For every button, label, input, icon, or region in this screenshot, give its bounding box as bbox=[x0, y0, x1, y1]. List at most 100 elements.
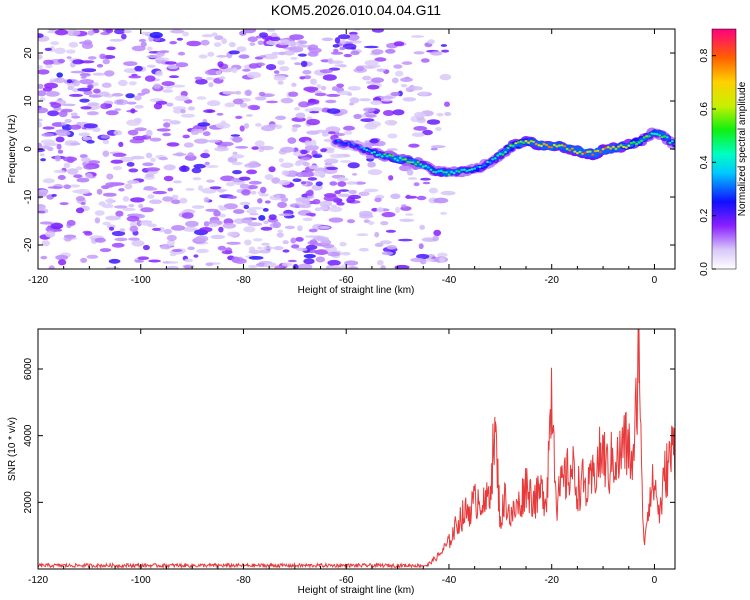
noise-blob bbox=[86, 254, 99, 259]
noise-blob bbox=[264, 200, 271, 204]
noise-blob bbox=[132, 135, 147, 141]
noise-blob bbox=[134, 65, 143, 72]
ridge-segment bbox=[594, 150, 597, 153]
noise-blob bbox=[367, 169, 383, 176]
noise-blob bbox=[236, 46, 247, 52]
noise-blob bbox=[186, 40, 202, 47]
noise-blob bbox=[124, 183, 133, 190]
noise-blob bbox=[304, 140, 312, 147]
noise-blob bbox=[245, 89, 252, 97]
noise-blob bbox=[230, 134, 241, 137]
noise-blob bbox=[170, 29, 185, 34]
noise-blob bbox=[130, 197, 145, 203]
noise-blob bbox=[187, 152, 194, 158]
noise-blob bbox=[73, 174, 83, 179]
noise-blob bbox=[55, 130, 71, 137]
noise-blob bbox=[271, 51, 280, 56]
ridge-segment bbox=[671, 140, 674, 143]
noise-blob bbox=[290, 237, 297, 244]
noise-blob bbox=[219, 141, 234, 147]
colorbar-gradient bbox=[711, 28, 737, 270]
ridge-segment bbox=[568, 149, 572, 152]
ridge-segment bbox=[429, 168, 433, 171]
noise-blob bbox=[257, 40, 264, 46]
noise-blob bbox=[68, 41, 79, 48]
noise-blob bbox=[167, 187, 174, 192]
ridge-segment bbox=[473, 167, 477, 170]
noise-blob bbox=[166, 142, 180, 147]
noise-blob bbox=[385, 229, 396, 233]
noise-blob bbox=[148, 259, 162, 263]
noise-blob bbox=[49, 46, 55, 53]
noise-blob bbox=[248, 249, 261, 254]
noise-blob bbox=[202, 131, 211, 137]
ridge-segment bbox=[563, 145, 566, 148]
noise-blob bbox=[146, 129, 153, 137]
noise-blob bbox=[128, 168, 139, 173]
noise-blob bbox=[313, 170, 326, 177]
noise-blob bbox=[418, 243, 424, 250]
ridge-segment bbox=[365, 148, 369, 152]
noise-blob bbox=[281, 170, 290, 176]
noise-blob bbox=[50, 222, 64, 230]
noise-blob bbox=[347, 162, 360, 169]
noise-blob bbox=[408, 86, 423, 91]
x-tick-label: -60 bbox=[339, 575, 354, 586]
noise-blob bbox=[391, 77, 399, 84]
noise-blob bbox=[203, 149, 209, 154]
noise-blob bbox=[105, 266, 121, 269]
noise-blob bbox=[100, 135, 110, 139]
ridge-segment bbox=[380, 155, 384, 158]
noise-blob bbox=[115, 210, 124, 217]
noise-blob bbox=[339, 241, 347, 247]
noise-blob bbox=[193, 138, 209, 144]
ridge-segment bbox=[527, 141, 530, 144]
noise-blob bbox=[411, 132, 425, 137]
noise-blob bbox=[181, 113, 195, 118]
noise-blob bbox=[309, 239, 318, 245]
noise-blob bbox=[54, 29, 68, 36]
noise-blob bbox=[98, 201, 106, 207]
noise-blob bbox=[75, 207, 85, 214]
noise-blob bbox=[119, 156, 134, 162]
noise-blob bbox=[292, 178, 302, 182]
noise-blob bbox=[101, 82, 112, 88]
snr-frame bbox=[37, 328, 676, 570]
noise-blob bbox=[40, 145, 51, 150]
x-tick-label: -120 bbox=[28, 275, 48, 286]
ridge-segment bbox=[619, 144, 623, 147]
snr-series bbox=[38, 329, 675, 569]
noise-blob bbox=[162, 118, 172, 122]
ridge-segment bbox=[406, 160, 410, 164]
noise-blob bbox=[277, 80, 284, 85]
ridge-segment bbox=[344, 142, 348, 145]
noise-blob bbox=[297, 53, 307, 57]
ridge-segment bbox=[658, 134, 661, 137]
noise-blob bbox=[332, 44, 340, 48]
noise-blob bbox=[329, 265, 342, 269]
noise-blob bbox=[422, 181, 431, 185]
colorbar-tick-label: 0.6 bbox=[699, 102, 710, 116]
noise-blob bbox=[102, 221, 111, 226]
noise-blob bbox=[435, 127, 442, 131]
noise-blob bbox=[160, 245, 168, 250]
noise-blob bbox=[272, 221, 282, 229]
noise-blob bbox=[195, 78, 208, 85]
noise-blob bbox=[166, 239, 175, 247]
noise-blob bbox=[126, 215, 140, 222]
noise-blob bbox=[145, 167, 161, 172]
noise-blob bbox=[430, 147, 438, 151]
noise-blob bbox=[38, 192, 47, 198]
ridge-segment bbox=[518, 143, 524, 148]
noise-blob bbox=[232, 170, 242, 175]
noise-blob bbox=[121, 33, 127, 40]
ridge-segment bbox=[486, 160, 489, 164]
noise-blob bbox=[131, 240, 145, 247]
noise-blob bbox=[273, 70, 280, 74]
noise-blob bbox=[323, 195, 339, 202]
noise-blob bbox=[150, 157, 156, 163]
noise-blob bbox=[162, 89, 174, 93]
noise-blob bbox=[380, 265, 386, 269]
noise-blob bbox=[204, 69, 219, 76]
noise-blob bbox=[81, 42, 94, 49]
